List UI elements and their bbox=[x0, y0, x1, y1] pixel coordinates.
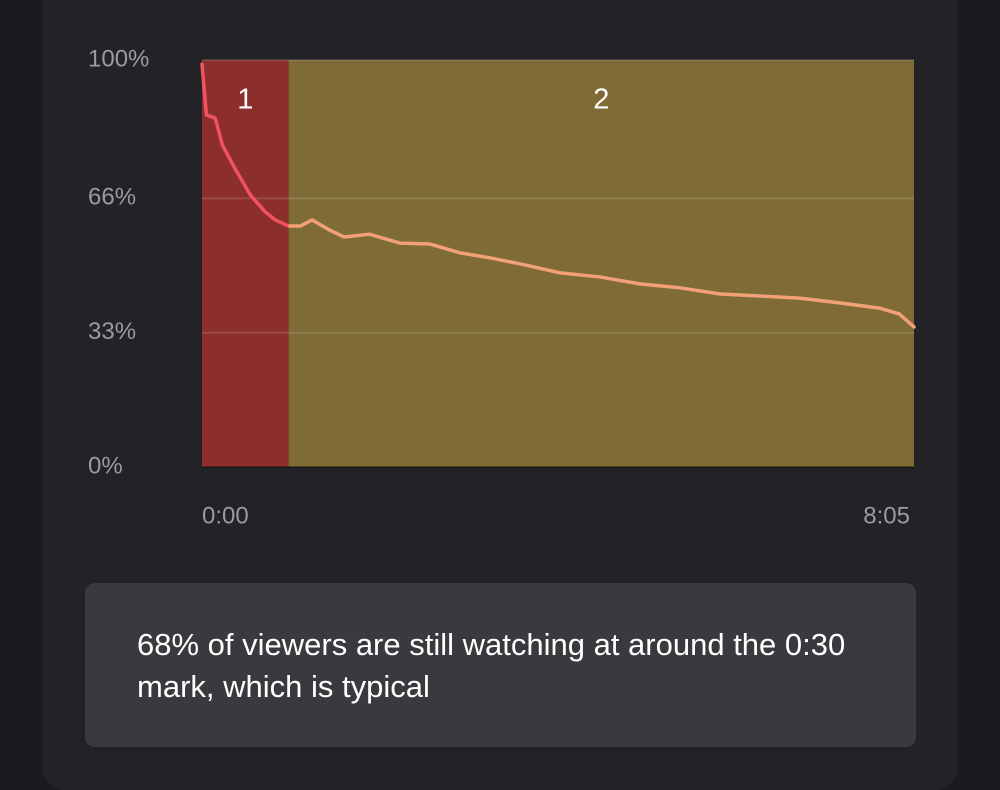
y-tick-label: 0% bbox=[88, 452, 123, 479]
insight-text: 68% of viewers are still watching at aro… bbox=[137, 627, 846, 704]
region bbox=[288, 60, 914, 467]
y-tick-label: 100% bbox=[88, 45, 149, 72]
chart: 1 2 0% 33% 66% 100% 0:00 8:05 bbox=[88, 45, 916, 529]
y-tick-label: 66% bbox=[88, 184, 136, 211]
x-tick-label: 0:00 bbox=[202, 502, 249, 529]
region-label: 1 bbox=[237, 84, 253, 116]
retention-line bbox=[200, 62, 916, 329]
x-tick-label: 8:05 bbox=[863, 502, 910, 529]
insight-card: 68% of viewers are still watching at aro… bbox=[85, 583, 916, 747]
region-label: 2 bbox=[593, 84, 609, 116]
y-tick-label: 33% bbox=[88, 318, 136, 345]
